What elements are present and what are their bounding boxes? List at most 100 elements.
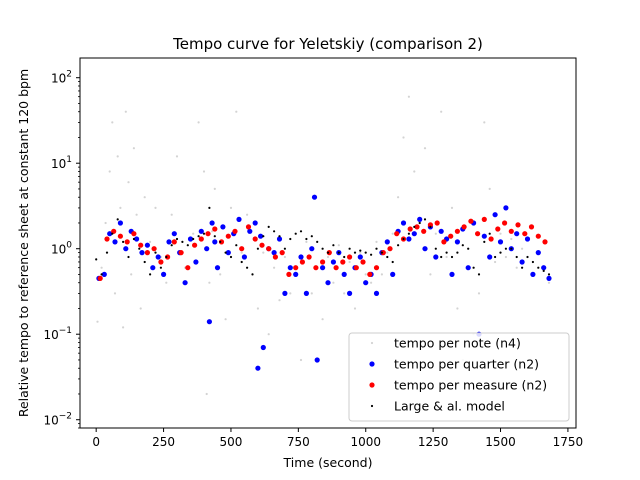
data-point (310, 292, 313, 295)
data-point (240, 251, 243, 254)
data-point (504, 255, 507, 259)
data-point (326, 250, 332, 256)
data-point (256, 247, 259, 250)
data-point (111, 228, 117, 234)
data-point (360, 259, 366, 265)
data-point (449, 271, 455, 277)
data-point (353, 265, 359, 271)
data-point (204, 246, 210, 252)
data-point (130, 273, 133, 276)
data-point (95, 258, 98, 261)
y-tick-label: 10−1 (43, 326, 72, 342)
data-point (151, 246, 157, 252)
legend: tempo per note (n4) tempo per quarter (n2… (348, 332, 570, 422)
data-point (187, 236, 194, 242)
data-point (198, 228, 204, 234)
data-point (175, 155, 179, 158)
data-point (138, 247, 141, 250)
data-point (402, 136, 405, 139)
data-point (271, 250, 277, 256)
data-point (504, 247, 507, 250)
data-point (537, 266, 540, 269)
legend-marker (370, 404, 374, 408)
data-point (326, 255, 330, 259)
data-point (321, 318, 324, 321)
data-point (456, 251, 459, 254)
data-point (364, 251, 367, 254)
data-point (363, 280, 369, 286)
data-point (380, 251, 383, 254)
data-point (445, 255, 448, 259)
data-point (530, 271, 536, 277)
data-point (289, 237, 292, 241)
data-point (236, 216, 242, 222)
data-point (477, 273, 481, 276)
data-point (252, 236, 258, 242)
data-point (488, 236, 494, 242)
data-point (343, 255, 346, 259)
data-point (333, 265, 339, 271)
data-point (311, 194, 318, 200)
data-point (149, 240, 152, 243)
data-point (309, 246, 315, 252)
data-point (465, 265, 471, 271)
data-point (546, 275, 552, 281)
x-tick-label: 500 (220, 435, 243, 449)
data-point (510, 237, 513, 241)
data-point (202, 232, 206, 235)
data-point (111, 121, 114, 124)
data-point (524, 236, 531, 242)
data-point (260, 344, 266, 351)
data-point (494, 255, 497, 259)
data-point (483, 240, 486, 243)
data-point (373, 265, 380, 271)
data-point (213, 187, 216, 190)
data-point (283, 255, 286, 259)
data-point (386, 251, 389, 254)
data-point (205, 231, 211, 237)
data-point (414, 224, 420, 230)
y-tick-label: 101 (51, 155, 72, 171)
data-point (246, 266, 249, 269)
data-point (155, 254, 161, 260)
data-point (139, 250, 145, 256)
data-point (144, 250, 150, 256)
data-point (100, 273, 103, 276)
x-tick-label: 0 (92, 435, 100, 449)
data-point (165, 255, 168, 259)
data-point (117, 233, 123, 239)
data-point (310, 235, 313, 238)
data-point (123, 246, 129, 252)
data-point (472, 266, 475, 269)
data-point (251, 273, 254, 276)
data-point (391, 232, 394, 235)
data-point (386, 255, 389, 259)
data-point (149, 273, 152, 276)
data-point (407, 226, 413, 232)
data-point (481, 233, 487, 239)
data-point (279, 250, 285, 256)
series-1 (96, 194, 552, 371)
data-point (320, 259, 326, 265)
data-point (423, 218, 427, 221)
series-2 (97, 216, 548, 281)
data-point (445, 251, 448, 254)
data-point (515, 266, 518, 269)
data-point (197, 121, 200, 124)
data-point (219, 240, 222, 243)
data-point (165, 281, 168, 284)
data-point (144, 242, 150, 248)
data-point (289, 292, 292, 295)
x-tick-label: 1750 (553, 435, 584, 449)
data-point (101, 271, 107, 277)
data-point (456, 307, 459, 310)
data-point (178, 250, 184, 256)
data-point (547, 273, 551, 276)
x-tick-label: 1000 (350, 435, 381, 449)
data-point (273, 230, 276, 233)
data-point (514, 231, 520, 237)
data-point (193, 259, 199, 265)
data-point (134, 236, 140, 242)
data-point (375, 240, 378, 243)
data-point (461, 244, 464, 247)
